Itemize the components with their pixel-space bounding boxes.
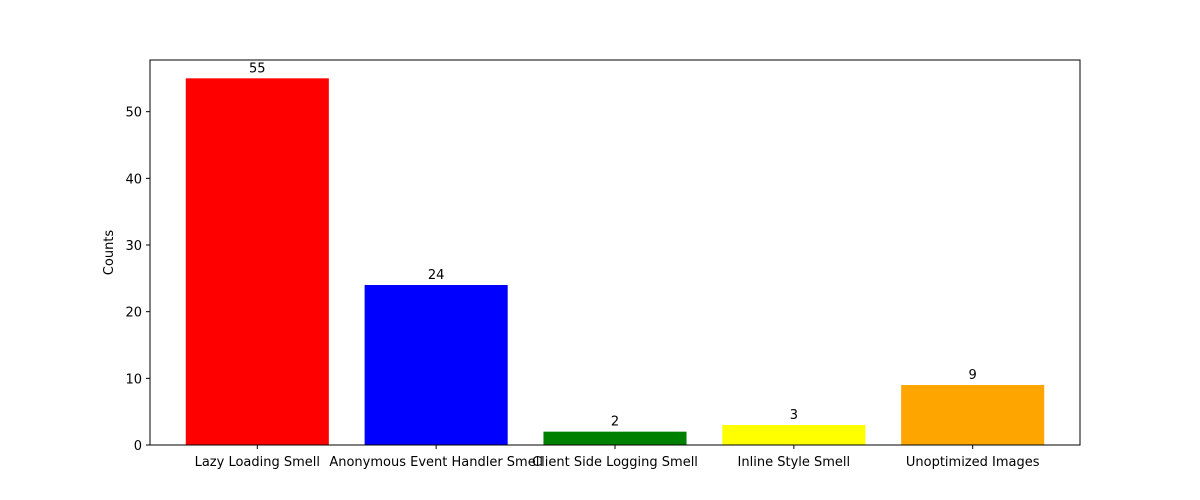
- data-label: 55: [249, 61, 266, 76]
- data-label: 2: [611, 415, 619, 430]
- data-label: 24: [428, 268, 445, 283]
- data-labels-group: 55 24 2 3 9: [249, 61, 977, 429]
- y-tick-label: 0: [134, 439, 142, 454]
- data-label: 9: [969, 368, 977, 383]
- y-tick-label: 50: [125, 106, 142, 121]
- x-tick-label: Inline Style Smell: [738, 455, 851, 470]
- bar-client-side-logging-smell: [543, 431, 687, 445]
- x-tick-label: Lazy Loading Smell: [195, 455, 320, 470]
- data-label: 3: [790, 408, 798, 423]
- x-tick-label: Client Side Logging Smell: [532, 455, 698, 470]
- x-axis-ticks: Lazy Loading Smell Anonymous Event Handle…: [195, 445, 1040, 470]
- y-tick-label: 30: [125, 239, 142, 254]
- y-axis-label: Counts: [102, 230, 117, 276]
- bar-lazy-loading-smell: [185, 78, 329, 445]
- bar-anonymous-event-handler-smell: [364, 285, 508, 445]
- y-tick-label: 20: [125, 306, 142, 321]
- bar-unoptimized-images: [901, 385, 1045, 445]
- bars-group: [185, 78, 1045, 445]
- bar-inline-style-smell: [722, 425, 866, 445]
- y-tick-label: 40: [125, 172, 142, 187]
- x-tick-label: Anonymous Event Handler Smell: [329, 455, 543, 470]
- x-tick-label: Unoptimized Images: [906, 455, 1040, 470]
- y-axis-ticks: 0 10 20 30 40 50: [125, 106, 150, 454]
- y-tick-label: 10: [125, 372, 142, 387]
